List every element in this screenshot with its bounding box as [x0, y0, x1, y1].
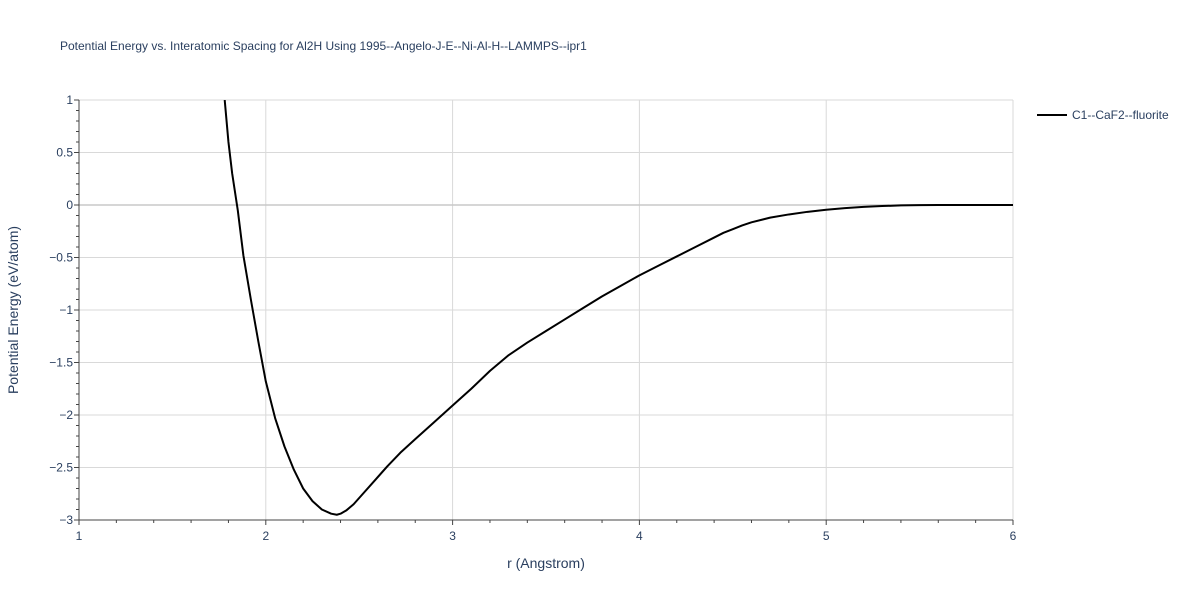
- x-tick-label: 1: [76, 529, 83, 543]
- legend-label: C1--CaF2--fluorite: [1072, 108, 1169, 122]
- x-axis-title: r (Angstrom): [507, 555, 585, 571]
- y-tick-label: −3: [59, 513, 73, 527]
- x-tick-label: 6: [1010, 529, 1017, 543]
- grid: [79, 99, 1014, 520]
- y-tick-label: −0.5: [49, 251, 73, 265]
- x-tick-label: 5: [823, 529, 830, 543]
- y-tick-label: 0.5: [56, 146, 73, 160]
- legend[interactable]: C1--CaF2--fluorite: [1037, 108, 1169, 122]
- y-tick-label: −1.5: [49, 356, 73, 370]
- y-tick-label: −2: [59, 408, 73, 422]
- y-tick-label: −1: [59, 303, 73, 317]
- y-tick-label: 1: [66, 93, 73, 107]
- series-line-0[interactable]: [223, 100, 1013, 516]
- chart-title: Potential Energy vs. Interatomic Spacing…: [60, 39, 587, 53]
- y-tick-label: −2.5: [49, 461, 73, 475]
- x-tick-label: 4: [636, 529, 643, 543]
- x-tick-label: 2: [262, 529, 269, 543]
- series-layer: [223, 100, 1013, 516]
- y-axis-title: Potential Energy (eV/atom): [5, 226, 21, 394]
- x-tick-label: 3: [449, 529, 456, 543]
- y-tick-label: 0: [66, 198, 73, 212]
- axes: 1 2 3 4 5 6 1 0.5 0 −0.5 −1 −1.5 −2 −2.5 −3: [49, 93, 1016, 543]
